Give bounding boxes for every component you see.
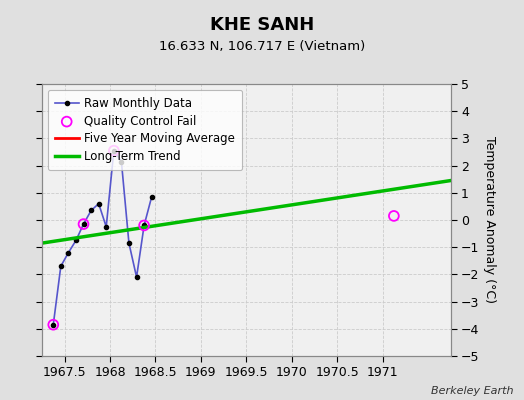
Quality Control Fail	[49, 322, 58, 328]
Raw Monthly Data	[95, 201, 102, 206]
Raw Monthly Data	[118, 159, 125, 164]
Quality Control Fail	[390, 213, 398, 219]
Raw Monthly Data	[80, 222, 86, 226]
Raw Monthly Data	[148, 194, 155, 199]
Raw Monthly Data	[134, 275, 140, 280]
Raw Monthly Data	[103, 224, 110, 229]
Raw Monthly Data	[50, 322, 57, 327]
Legend: Raw Monthly Data, Quality Control Fail, Five Year Moving Average, Long-Term Tren: Raw Monthly Data, Quality Control Fail, …	[48, 90, 243, 170]
Quality Control Fail	[79, 221, 88, 227]
Quality Control Fail	[110, 148, 118, 154]
Raw Monthly Data	[126, 241, 132, 246]
Text: 16.633 N, 106.717 E (Vietnam): 16.633 N, 106.717 E (Vietnam)	[159, 40, 365, 53]
Raw Monthly Data	[58, 264, 64, 269]
Raw Monthly Data	[111, 148, 117, 153]
Text: KHE SANH: KHE SANH	[210, 16, 314, 34]
Quality Control Fail	[140, 222, 148, 229]
Raw Monthly Data	[66, 250, 72, 255]
Line: Raw Monthly Data: Raw Monthly Data	[51, 148, 154, 327]
Raw Monthly Data	[88, 208, 94, 213]
Y-axis label: Temperature Anomaly (°C): Temperature Anomaly (°C)	[483, 136, 496, 304]
Text: Berkeley Earth: Berkeley Earth	[431, 386, 514, 396]
Raw Monthly Data	[141, 223, 147, 228]
Raw Monthly Data	[73, 238, 79, 243]
